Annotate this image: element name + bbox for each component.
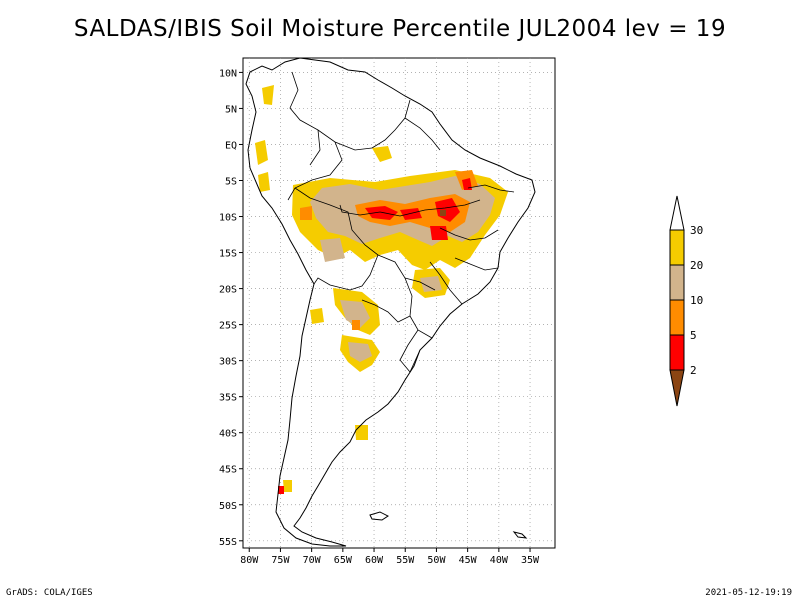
lat-tick-label: 50S	[219, 501, 237, 512]
shading-area	[258, 172, 270, 192]
shading-area	[283, 480, 292, 492]
island-east	[512, 531, 528, 539]
lat-tick-label: 5N	[225, 104, 237, 115]
percentile-shading	[255, 85, 508, 494]
shading-area	[400, 208, 422, 220]
lat-tick-label: 15S	[219, 249, 237, 260]
lat-tick-label: 10N	[219, 68, 237, 79]
legend-label-2: 2	[690, 364, 697, 377]
lon-tick-label: 75W	[271, 555, 290, 566]
lon-tick-label: 50W	[427, 555, 446, 566]
legend-swatch-5-10	[669, 299, 685, 336]
lon-tick-label: 35W	[521, 555, 540, 566]
coastline	[245, 57, 536, 547]
border	[404, 117, 441, 151]
border	[289, 71, 373, 151]
lat-tick-label: 20S	[219, 285, 237, 296]
shading-area	[352, 320, 360, 330]
legend-swatch-10-20	[669, 264, 685, 301]
border	[309, 129, 321, 166]
lat-tick-label: 30S	[219, 357, 237, 368]
border	[371, 99, 411, 149]
legend-swatch-20-30	[669, 229, 685, 266]
legend-label-20: 20	[690, 259, 703, 272]
lon-tick-label: 65W	[334, 555, 353, 566]
shading-area	[440, 210, 446, 216]
country-borders	[287, 71, 515, 373]
legend-top-arrow	[669, 195, 685, 231]
footer-credit: GrADS: COLA/IGES	[6, 588, 93, 598]
shading-area	[365, 206, 398, 220]
legend-bottom-arrow	[669, 369, 685, 407]
longitude-labels: 80W 75W 70W 65W 60W 55W 50W 45W 40W 35W	[240, 555, 540, 566]
lat-tick-label: EQ	[225, 140, 237, 151]
border	[313, 254, 379, 291]
border	[404, 277, 436, 291]
legend-label-30: 30	[690, 224, 703, 237]
lat-tick-label: 45S	[219, 465, 237, 476]
south-america-outline	[245, 57, 536, 547]
lat-tick-label: 25S	[219, 321, 237, 332]
lat-tick-label: 55S	[219, 537, 237, 548]
lon-tick-label: 45W	[459, 555, 478, 566]
lon-tick-label: 70W	[303, 555, 322, 566]
plot-frame	[242, 57, 556, 549]
shading-area	[255, 140, 268, 165]
border	[339, 199, 481, 217]
border	[287, 141, 343, 201]
border	[399, 329, 421, 373]
border	[429, 261, 463, 305]
shading-20-30	[255, 85, 508, 492]
shading-area	[430, 226, 448, 240]
border	[361, 299, 411, 323]
shading-below-2	[440, 210, 446, 216]
shading-area	[340, 300, 370, 328]
lat-tick-label: 35S	[219, 393, 237, 404]
legend-label-10: 10	[690, 294, 703, 307]
shading-area	[355, 425, 368, 440]
shading-area	[310, 308, 324, 324]
border	[294, 187, 379, 256]
shading-area	[462, 178, 472, 190]
border	[439, 227, 499, 241]
shading-area	[348, 342, 372, 362]
lon-tick-label: 80W	[240, 555, 259, 566]
lon-tick-label: 60W	[365, 555, 384, 566]
legend-label-5: 5	[690, 329, 697, 342]
legend-swatch-2-5	[669, 334, 685, 371]
footer-timestamp: 2021-05-12-19:19	[705, 588, 792, 598]
shading-area	[262, 85, 274, 105]
legend-colorbar: 30 20 10 5 2	[669, 195, 703, 407]
lat-tick-label: 40S	[219, 429, 237, 440]
grid-lines	[239, 58, 555, 552]
shading-area	[320, 238, 345, 262]
latitude-labels: 10N 5N EQ 5S 10S 15S 20S 25S 30S 35S 40S 45S 50S 55S	[219, 68, 237, 547]
border	[467, 184, 515, 193]
shading-area	[372, 146, 392, 162]
shading-area	[278, 486, 284, 494]
shading-area	[420, 276, 442, 292]
lon-tick-label: 55W	[396, 555, 415, 566]
border	[454, 257, 499, 271]
shading-area	[300, 206, 312, 220]
lat-tick-label: 10S	[219, 213, 237, 224]
lon-tick-label: 40W	[490, 555, 509, 566]
falkland-islands	[369, 511, 389, 521]
lat-tick-label: 5S	[225, 177, 237, 188]
map-title: SALDAS/IBIS Soil Moisture Percentile JUL…	[73, 16, 727, 42]
